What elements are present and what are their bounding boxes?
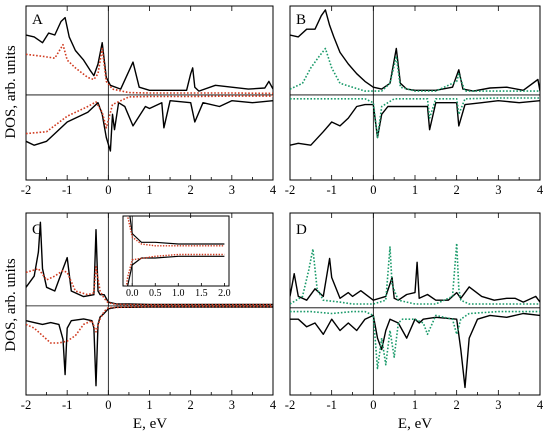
dos-curve-d-dotted-spin-down (290, 310, 540, 370)
dos-curve-d-solid-spin-down (290, 312, 540, 389)
x-tick-label-c: -1 (62, 398, 72, 412)
inset-curve-solid-spin-down (126, 255, 225, 286)
plot-frame-b (289, 5, 541, 181)
ylabel-bottom: DOS, arb. units (3, 258, 19, 351)
panel-letter-c: C (32, 222, 42, 238)
inset-x-tick-label: 2.0 (218, 288, 231, 299)
ylabel-top: DOS, arb. units (3, 45, 19, 138)
dos-curve-a-solid-spin-up (26, 16, 273, 92)
inset-frame (122, 215, 230, 287)
dos-curve-b-dotted-spin-down (290, 97, 540, 139)
xlabel-left: E, eV (133, 416, 167, 432)
inset-x-tick-label: 1.5 (195, 288, 208, 299)
x-tick-label-d: -1 (326, 398, 336, 412)
x-tick-label-d: 3 (495, 398, 501, 412)
x-tick-label-b: 3 (495, 183, 501, 197)
dos-curve-d-dotted-spin-up (290, 242, 540, 305)
x-tick-label-c: -2 (21, 398, 31, 412)
panel-c: C 0.0 0.5 1.0 1.5 2.0 -2 -1 0 1 2 3 4 (21, 212, 277, 412)
x-tick-label-a: 2 (188, 183, 194, 197)
x-tick-label-c: 2 (188, 398, 194, 412)
x-tick-label-a: 1 (146, 183, 152, 197)
panel-a: A -2 -1 0 1 2 3 4 (21, 5, 277, 197)
x-tick-label-d: -2 (285, 398, 295, 412)
x-tick-label-d: 0 (370, 398, 376, 412)
dos-curve-c-solid-spin-down (26, 306, 273, 387)
x-tick-label-a: 4 (270, 183, 277, 197)
x-tick-label-b: 0 (370, 183, 376, 197)
dos-curve-a-solid-spin-down (26, 100, 273, 152)
x-tick-label-a: -2 (21, 183, 31, 197)
inset-curve-solid-spin-up (129, 216, 225, 245)
xlabel-right: E, eV (398, 416, 432, 432)
dos-curve-b-solid-spin-up (290, 9, 540, 92)
inset-curve-dotted-spin-up (126, 216, 225, 247)
dos-curve-a-dotted-spin-down (26, 95, 273, 135)
x-tick-label-a: 0 (105, 183, 111, 197)
x-tick-label-a: -1 (62, 183, 72, 197)
dos-curve-b-solid-spin-down (290, 100, 540, 146)
dos-curve-c-dotted-spin-up (26, 266, 273, 306)
inset-x-tick-label: 0.0 (126, 288, 139, 299)
inset-x-tick-label: 0.5 (149, 288, 162, 299)
dos-curve-a-dotted-spin-up (26, 43, 273, 95)
dos-curve-b-dotted-spin-up (290, 47, 540, 92)
x-tick-label-b: -1 (326, 183, 336, 197)
x-tick-label-c: 4 (270, 398, 277, 412)
inset-x-tick-label: 1.0 (172, 288, 185, 299)
inset-curve-dotted-spin-down (125, 253, 225, 286)
x-tick-label-b: 2 (454, 183, 460, 197)
plot-frame-d (289, 212, 541, 396)
panel-b: B -2 -1 0 1 2 3 4 (285, 5, 544, 197)
dos-curve-d-solid-spin-up (290, 257, 540, 303)
x-tick-label-b: -2 (285, 183, 295, 197)
panel-letter-b: B (296, 12, 306, 28)
dos-curve-c-dotted-spin-down (26, 305, 273, 344)
x-tick-label-c: 3 (229, 398, 235, 412)
panel-letter-d: D (296, 222, 307, 238)
dos-curve-c-solid-spin-up (26, 221, 273, 306)
x-tick-label-d: 1 (412, 398, 418, 412)
panel-letter-a: A (32, 12, 43, 28)
x-tick-label-a: 3 (229, 183, 235, 197)
x-tick-label-d: 4 (537, 398, 544, 412)
x-tick-label-b: 4 (537, 183, 544, 197)
x-tick-label-c: 1 (146, 398, 152, 412)
panel-d: D -2 -1 0 1 2 3 4 (285, 212, 544, 412)
x-tick-label-b: 1 (412, 183, 418, 197)
x-tick-label-d: 2 (454, 398, 460, 412)
panel-c-inset: 0.0 0.5 1.0 1.5 2.0 (122, 215, 231, 299)
x-tick-label-c: 0 (105, 398, 111, 412)
